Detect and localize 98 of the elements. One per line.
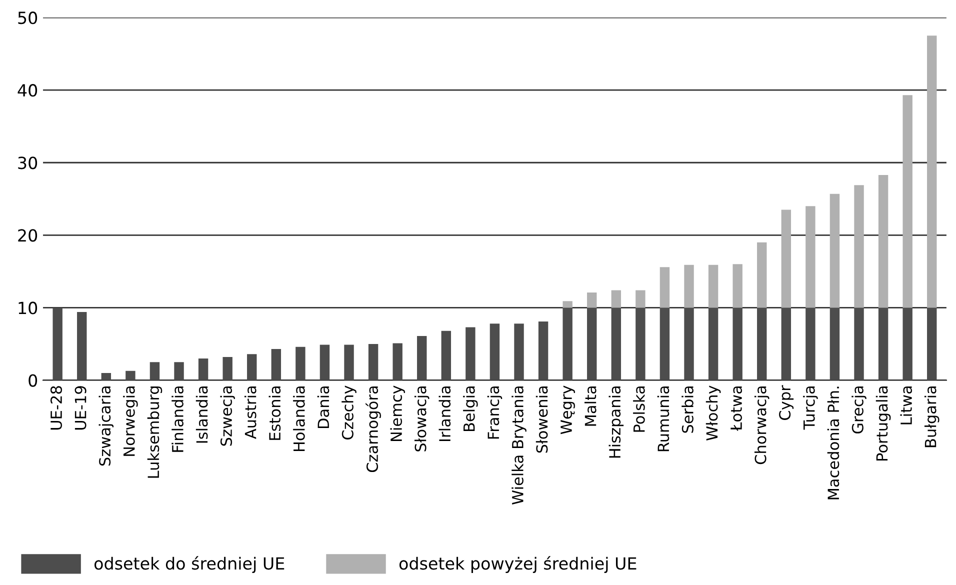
y-tick-label: 0 bbox=[28, 374, 38, 387]
bar bbox=[271, 349, 282, 380]
bar bbox=[320, 344, 330, 380]
x-tick-label: Słowacja bbox=[414, 386, 430, 452]
bar bbox=[684, 264, 694, 308]
bar bbox=[126, 370, 136, 380]
x-tick-label: Islandia bbox=[196, 386, 208, 443]
x-tick-label: Szwecja bbox=[220, 386, 235, 446]
x-tick-label: Francja bbox=[487, 386, 502, 439]
bar bbox=[514, 324, 524, 380]
bar bbox=[150, 362, 160, 380]
bar bbox=[247, 354, 257, 380]
bar bbox=[587, 292, 597, 308]
bar bbox=[611, 290, 622, 308]
x-tick-label: Estonia bbox=[268, 386, 281, 440]
bar bbox=[806, 206, 816, 308]
bar bbox=[198, 358, 208, 380]
x-tick-label: Wielka Brytania bbox=[512, 386, 526, 504]
bar bbox=[830, 308, 840, 380]
x-tick-label: Macedonia Płn. bbox=[827, 386, 840, 500]
bar bbox=[101, 372, 112, 380]
x-tick-label: Włochy bbox=[706, 386, 721, 441]
bar bbox=[368, 344, 378, 380]
bar bbox=[927, 36, 937, 308]
y-tick-label: 30 bbox=[18, 156, 38, 170]
bar bbox=[708, 264, 718, 308]
x-tick-label: Szwajcaria bbox=[98, 386, 114, 466]
x-tick-label: Czarnogóra bbox=[366, 386, 381, 472]
bar bbox=[781, 308, 792, 380]
bar bbox=[757, 308, 767, 380]
x-tick-label: Niemcy bbox=[390, 386, 405, 442]
x-tick-label: UE-28 bbox=[50, 386, 62, 430]
bar bbox=[757, 242, 767, 308]
x-tick-label: Bułgaria bbox=[924, 386, 940, 448]
legend-label: odsetek powyżej średniej UE bbox=[399, 556, 636, 573]
bar bbox=[684, 308, 694, 380]
y-tick-label: 10 bbox=[18, 302, 38, 314]
x-tick-label: Turcja bbox=[803, 386, 818, 430]
x-tick-label: Hiszpania bbox=[608, 386, 624, 458]
bar bbox=[538, 321, 548, 380]
x-tick-label: Portugalia bbox=[876, 386, 891, 460]
x-tick-label: Dania bbox=[317, 386, 330, 428]
x-tick-label: Polska bbox=[633, 386, 645, 432]
y-tick-label: 40 bbox=[18, 84, 38, 97]
x-tick-label: Rumunia bbox=[657, 386, 670, 452]
bar bbox=[732, 308, 742, 380]
bar bbox=[927, 308, 937, 380]
x-tick-label: Grecja bbox=[852, 386, 866, 434]
bar bbox=[466, 327, 476, 380]
legend-label: odsetek do średniej UE bbox=[94, 556, 284, 573]
x-tick-label: Holandia bbox=[293, 386, 305, 452]
bar bbox=[52, 308, 62, 380]
bar bbox=[854, 308, 864, 380]
bar bbox=[77, 312, 87, 380]
x-tick-label: Węgry bbox=[560, 386, 575, 434]
x-tick-label: Łotwa bbox=[730, 386, 742, 431]
bar bbox=[562, 301, 572, 308]
bar bbox=[636, 308, 646, 380]
bar bbox=[417, 336, 427, 380]
x-tick-label: Cypr bbox=[779, 385, 794, 420]
bar bbox=[174, 362, 184, 380]
bar bbox=[441, 330, 452, 380]
y-tick-label: 50 bbox=[18, 12, 38, 24]
x-tick-label: Finlandia bbox=[172, 386, 184, 452]
bar bbox=[587, 308, 597, 380]
bar bbox=[781, 210, 792, 308]
bar bbox=[660, 267, 670, 308]
x-tick-label: Malta bbox=[584, 386, 596, 426]
x-tick-label: Serbia bbox=[682, 386, 694, 433]
bar bbox=[344, 344, 354, 380]
bar bbox=[562, 308, 572, 380]
x-tick-label: Słowenia bbox=[536, 386, 548, 453]
x-tick-label: Austria bbox=[244, 386, 256, 439]
x-tick-label: UE-19 bbox=[74, 386, 86, 430]
y-tick-label: 20 bbox=[18, 229, 38, 242]
bar bbox=[660, 308, 670, 380]
x-tick-label: Norwegia bbox=[123, 386, 138, 456]
bar bbox=[392, 343, 402, 380]
bar bbox=[830, 194, 840, 308]
x-tick-label: Czechy bbox=[342, 386, 356, 440]
bar bbox=[902, 308, 912, 380]
bar bbox=[902, 95, 912, 308]
x-tick-label: Chorwacja bbox=[754, 386, 770, 464]
bar bbox=[854, 185, 864, 308]
x-tick-label: Belgia bbox=[463, 386, 478, 432]
x-tick-label: Litwa bbox=[900, 386, 912, 424]
bar bbox=[878, 174, 888, 308]
x-tick-label: Irlandia bbox=[438, 386, 451, 441]
bar bbox=[732, 264, 742, 308]
bar bbox=[636, 290, 646, 308]
bar bbox=[296, 346, 306, 380]
bar bbox=[222, 357, 232, 380]
bar bbox=[806, 308, 816, 380]
bar bbox=[878, 308, 888, 380]
x-tick-label: Luksemburg bbox=[147, 386, 162, 478]
bar bbox=[611, 308, 622, 380]
bar bbox=[490, 324, 500, 380]
bar bbox=[708, 308, 718, 380]
